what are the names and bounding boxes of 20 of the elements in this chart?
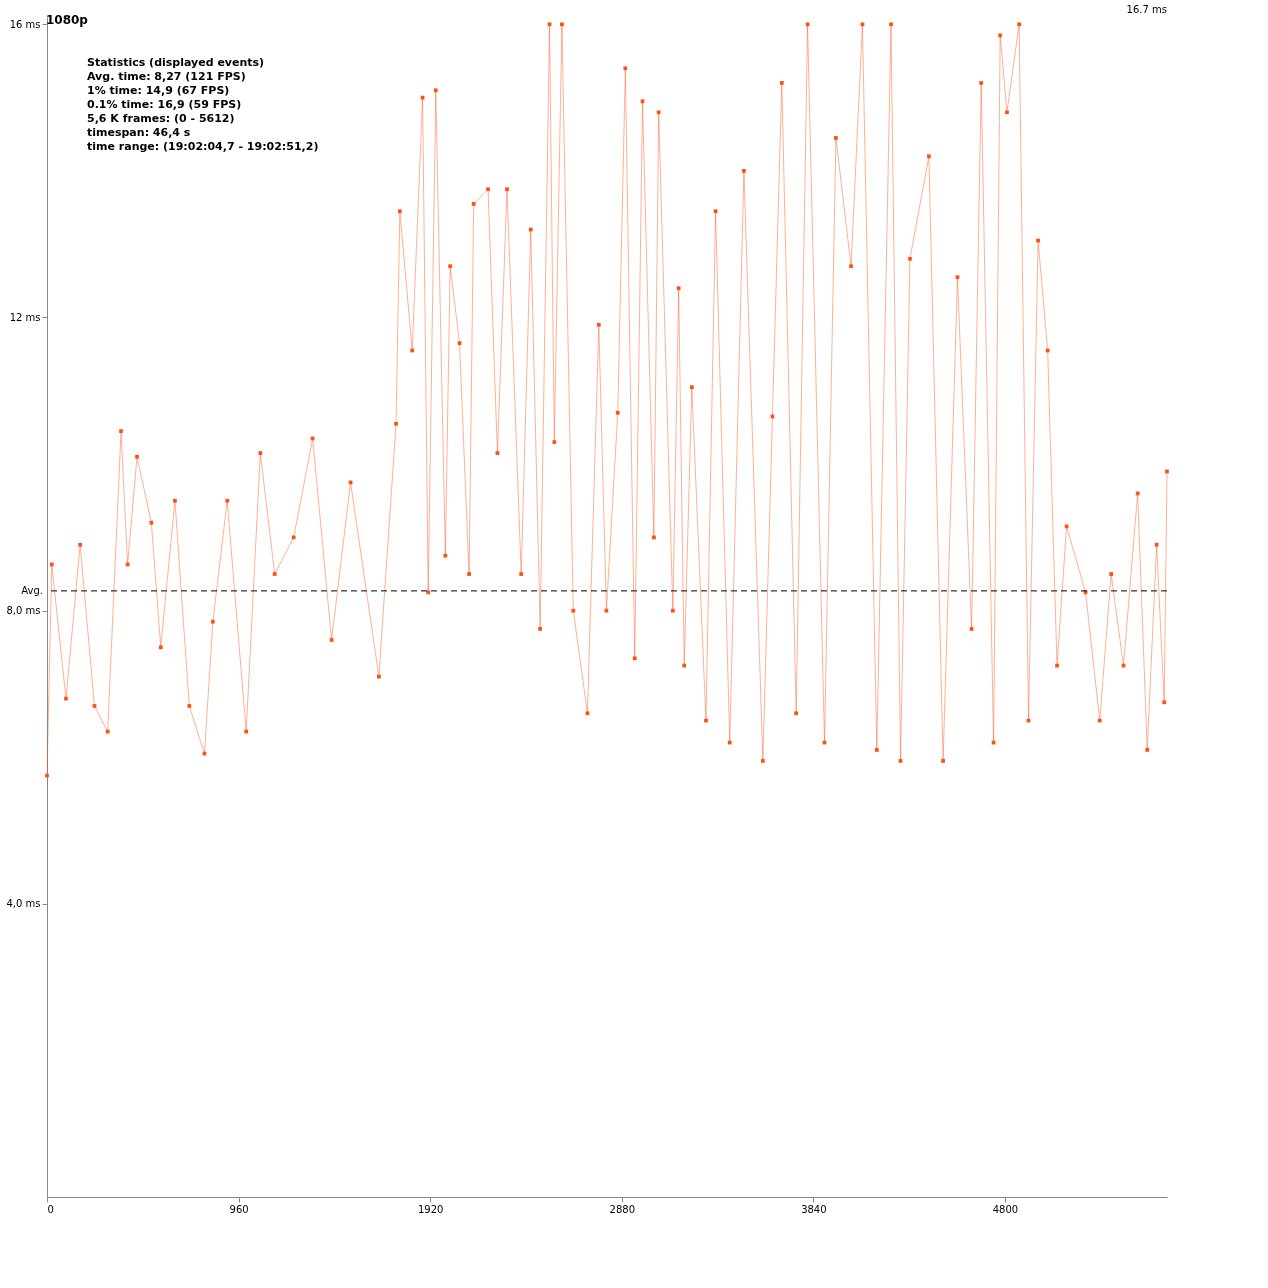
annotation: 0.1% time: 16,9 (59 FPS)	[87, 98, 242, 111]
x-tick-label: 960	[229, 1203, 249, 1215]
annotation: 5,6 K frames: (0 - 5612)	[87, 112, 235, 125]
y-tick-label: 4,0 ms	[6, 898, 41, 910]
x-tick-label: 2880	[609, 1203, 635, 1215]
annotation: Avg. time: 8,27 (121 FPS)	[87, 70, 246, 83]
x-tick-label: 1920	[417, 1203, 444, 1215]
annotation: 1% time: 14,9 (67 FPS)	[87, 84, 230, 97]
ref-line-label: Avg.	[21, 584, 43, 596]
y-tick-label: 12 ms	[9, 312, 41, 323]
annotation: timespan: 46,4 s	[87, 126, 191, 139]
annotation: Statistics (displayed events)	[87, 56, 265, 69]
x-tick-label: 3840	[801, 1203, 827, 1215]
x-tick-label: 0	[47, 1203, 54, 1215]
annotation: time range: (19:02:04,7 - 19:02:51,2)	[87, 140, 319, 153]
x-tick-label: 4800	[992, 1203, 1019, 1215]
text: 16.7 ms	[1126, 4, 1167, 15]
chart-title: 1080p	[45, 13, 89, 27]
y-tick-label: 8,0 ms	[6, 605, 41, 617]
y-tick-label: 16 ms	[9, 18, 41, 30]
